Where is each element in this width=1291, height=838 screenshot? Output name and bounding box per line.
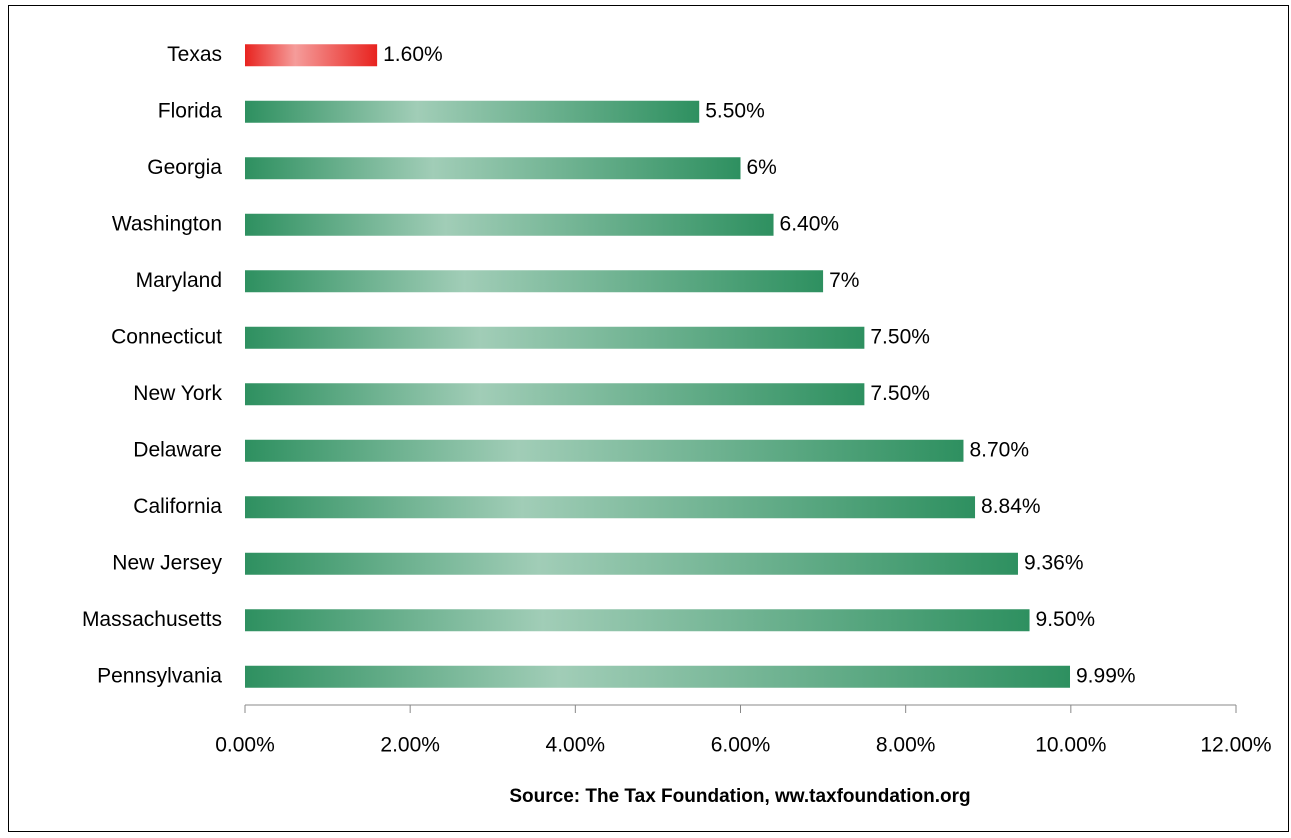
value-label: 6% — [747, 156, 777, 179]
value-label: 9.50% — [1036, 608, 1096, 631]
bar — [245, 383, 865, 406]
chart-border — [8, 5, 1289, 832]
y-tick-label: California — [133, 495, 222, 518]
bar — [245, 609, 1030, 632]
y-tick-label: Maryland — [136, 269, 222, 292]
x-tick-label: 8.00% — [876, 734, 936, 757]
value-label: 7% — [829, 269, 859, 292]
bar — [245, 439, 964, 462]
value-label: 6.40% — [780, 212, 840, 235]
value-label: 9.36% — [1024, 551, 1084, 574]
bar — [245, 326, 865, 349]
value-label: 1.60% — [383, 43, 443, 66]
x-tick-label: 2.00% — [380, 734, 440, 757]
bar — [245, 665, 1071, 688]
bar — [245, 100, 700, 123]
y-tick-label: New Jersey — [112, 551, 222, 574]
bar — [245, 213, 774, 236]
value-label: 5.50% — [705, 99, 765, 122]
bar — [245, 270, 824, 293]
value-label: 9.99% — [1076, 664, 1136, 687]
x-tick-label: 0.00% — [215, 734, 275, 757]
bar — [245, 157, 741, 180]
bar — [245, 552, 1018, 575]
y-tick-label: Massachusetts — [82, 608, 222, 631]
y-tick-label: Delaware — [133, 438, 222, 461]
x-tick-label: 12.00% — [1200, 734, 1271, 757]
y-tick-label: New York — [133, 382, 222, 405]
value-label: 8.70% — [969, 438, 1029, 461]
y-tick-label: Pennsylvania — [97, 664, 222, 687]
y-tick-label: Texas — [167, 43, 222, 66]
y-tick-label: Washington — [112, 212, 222, 235]
bar — [245, 44, 378, 67]
y-tick-label: Florida — [158, 99, 223, 122]
x-axis-label: Source: The Tax Foundation, ww.taxfounda… — [509, 786, 970, 807]
x-tick-label: 10.00% — [1035, 734, 1106, 757]
x-tick-label: 4.00% — [546, 734, 606, 757]
value-label: 7.50% — [870, 382, 930, 405]
y-tick-label: Connecticut — [111, 325, 222, 348]
bar — [245, 496, 976, 519]
value-label: 8.84% — [981, 495, 1041, 518]
x-tick-label: 6.00% — [711, 734, 771, 757]
value-label: 7.50% — [870, 325, 930, 348]
y-tick-label: Georgia — [147, 156, 222, 179]
